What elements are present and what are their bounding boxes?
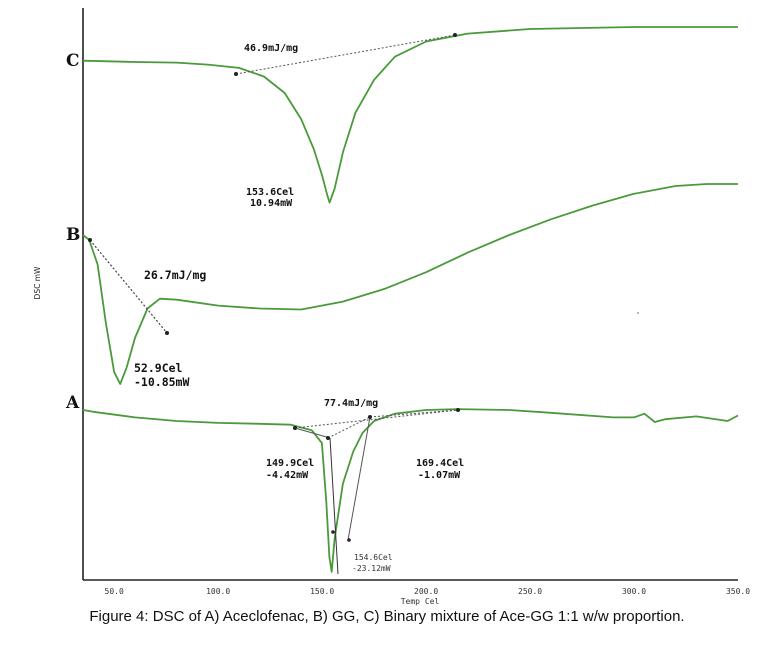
baseline-c — [234, 33, 457, 76]
stray-mark — [637, 312, 639, 314]
annotation-b-peak-temp: 52.9Cel — [134, 361, 183, 375]
x-tick-label: 150.0 — [310, 587, 334, 596]
baseline-b — [88, 238, 169, 335]
series-line-b — [82, 183, 738, 385]
annotation-c-enthalpy: 46.9mJ/mg — [244, 43, 298, 54]
curve-label-b: B — [66, 225, 80, 245]
curves — [82, 26, 739, 573]
figure-caption: Figure 4: DSC of A) Aceclofenac, B) GG, … — [89, 608, 685, 625]
x-tick-label: 200.0 — [414, 587, 438, 596]
annotation-a-peak-temp: 154.6Cel — [354, 553, 393, 562]
x-tick-label: 350.0 — [726, 587, 750, 596]
annotation-a-endset-temp: 169.4Cel — [416, 458, 464, 469]
annotation-b-peak-power: -10.85mW — [134, 375, 189, 389]
annotation-c-peak-power: 10.94mW — [250, 198, 293, 209]
annotation-b-enthalpy: 26.7mJ/mg — [144, 268, 206, 282]
x-axis-label: Temp Cel — [401, 597, 440, 606]
y-axis-label: DSC mW — [33, 266, 42, 299]
annotation-c-peak-temp: 153.6Cel — [246, 187, 294, 198]
curve-label-a: A — [65, 393, 80, 413]
annotation-a-onset-power: -4.42mW — [266, 470, 309, 481]
series-line-a — [82, 408, 739, 573]
x-tick-label: 250.0 — [518, 587, 542, 596]
annotation-a-enthalpy: 77.4mJ/mg — [324, 398, 378, 409]
annotation-a-peak-power: -23.12mW — [352, 564, 391, 573]
curve-label-c: C — [66, 51, 80, 71]
series-line-c — [82, 26, 738, 204]
annotation-a-onset-temp: 149.9Cel — [266, 458, 314, 469]
x-tick-label: 100.0 — [206, 587, 230, 596]
baseline-a — [293, 408, 460, 575]
x-tick-label: 50.0 — [105, 587, 124, 596]
x-tick-labels: 50.0 100.0 150.0 200.0 250.0 300.0 350.0 — [105, 587, 751, 596]
annotation-a-endset-power: -1.07mW — [418, 470, 461, 481]
x-tick-label: 300.0 — [622, 587, 646, 596]
